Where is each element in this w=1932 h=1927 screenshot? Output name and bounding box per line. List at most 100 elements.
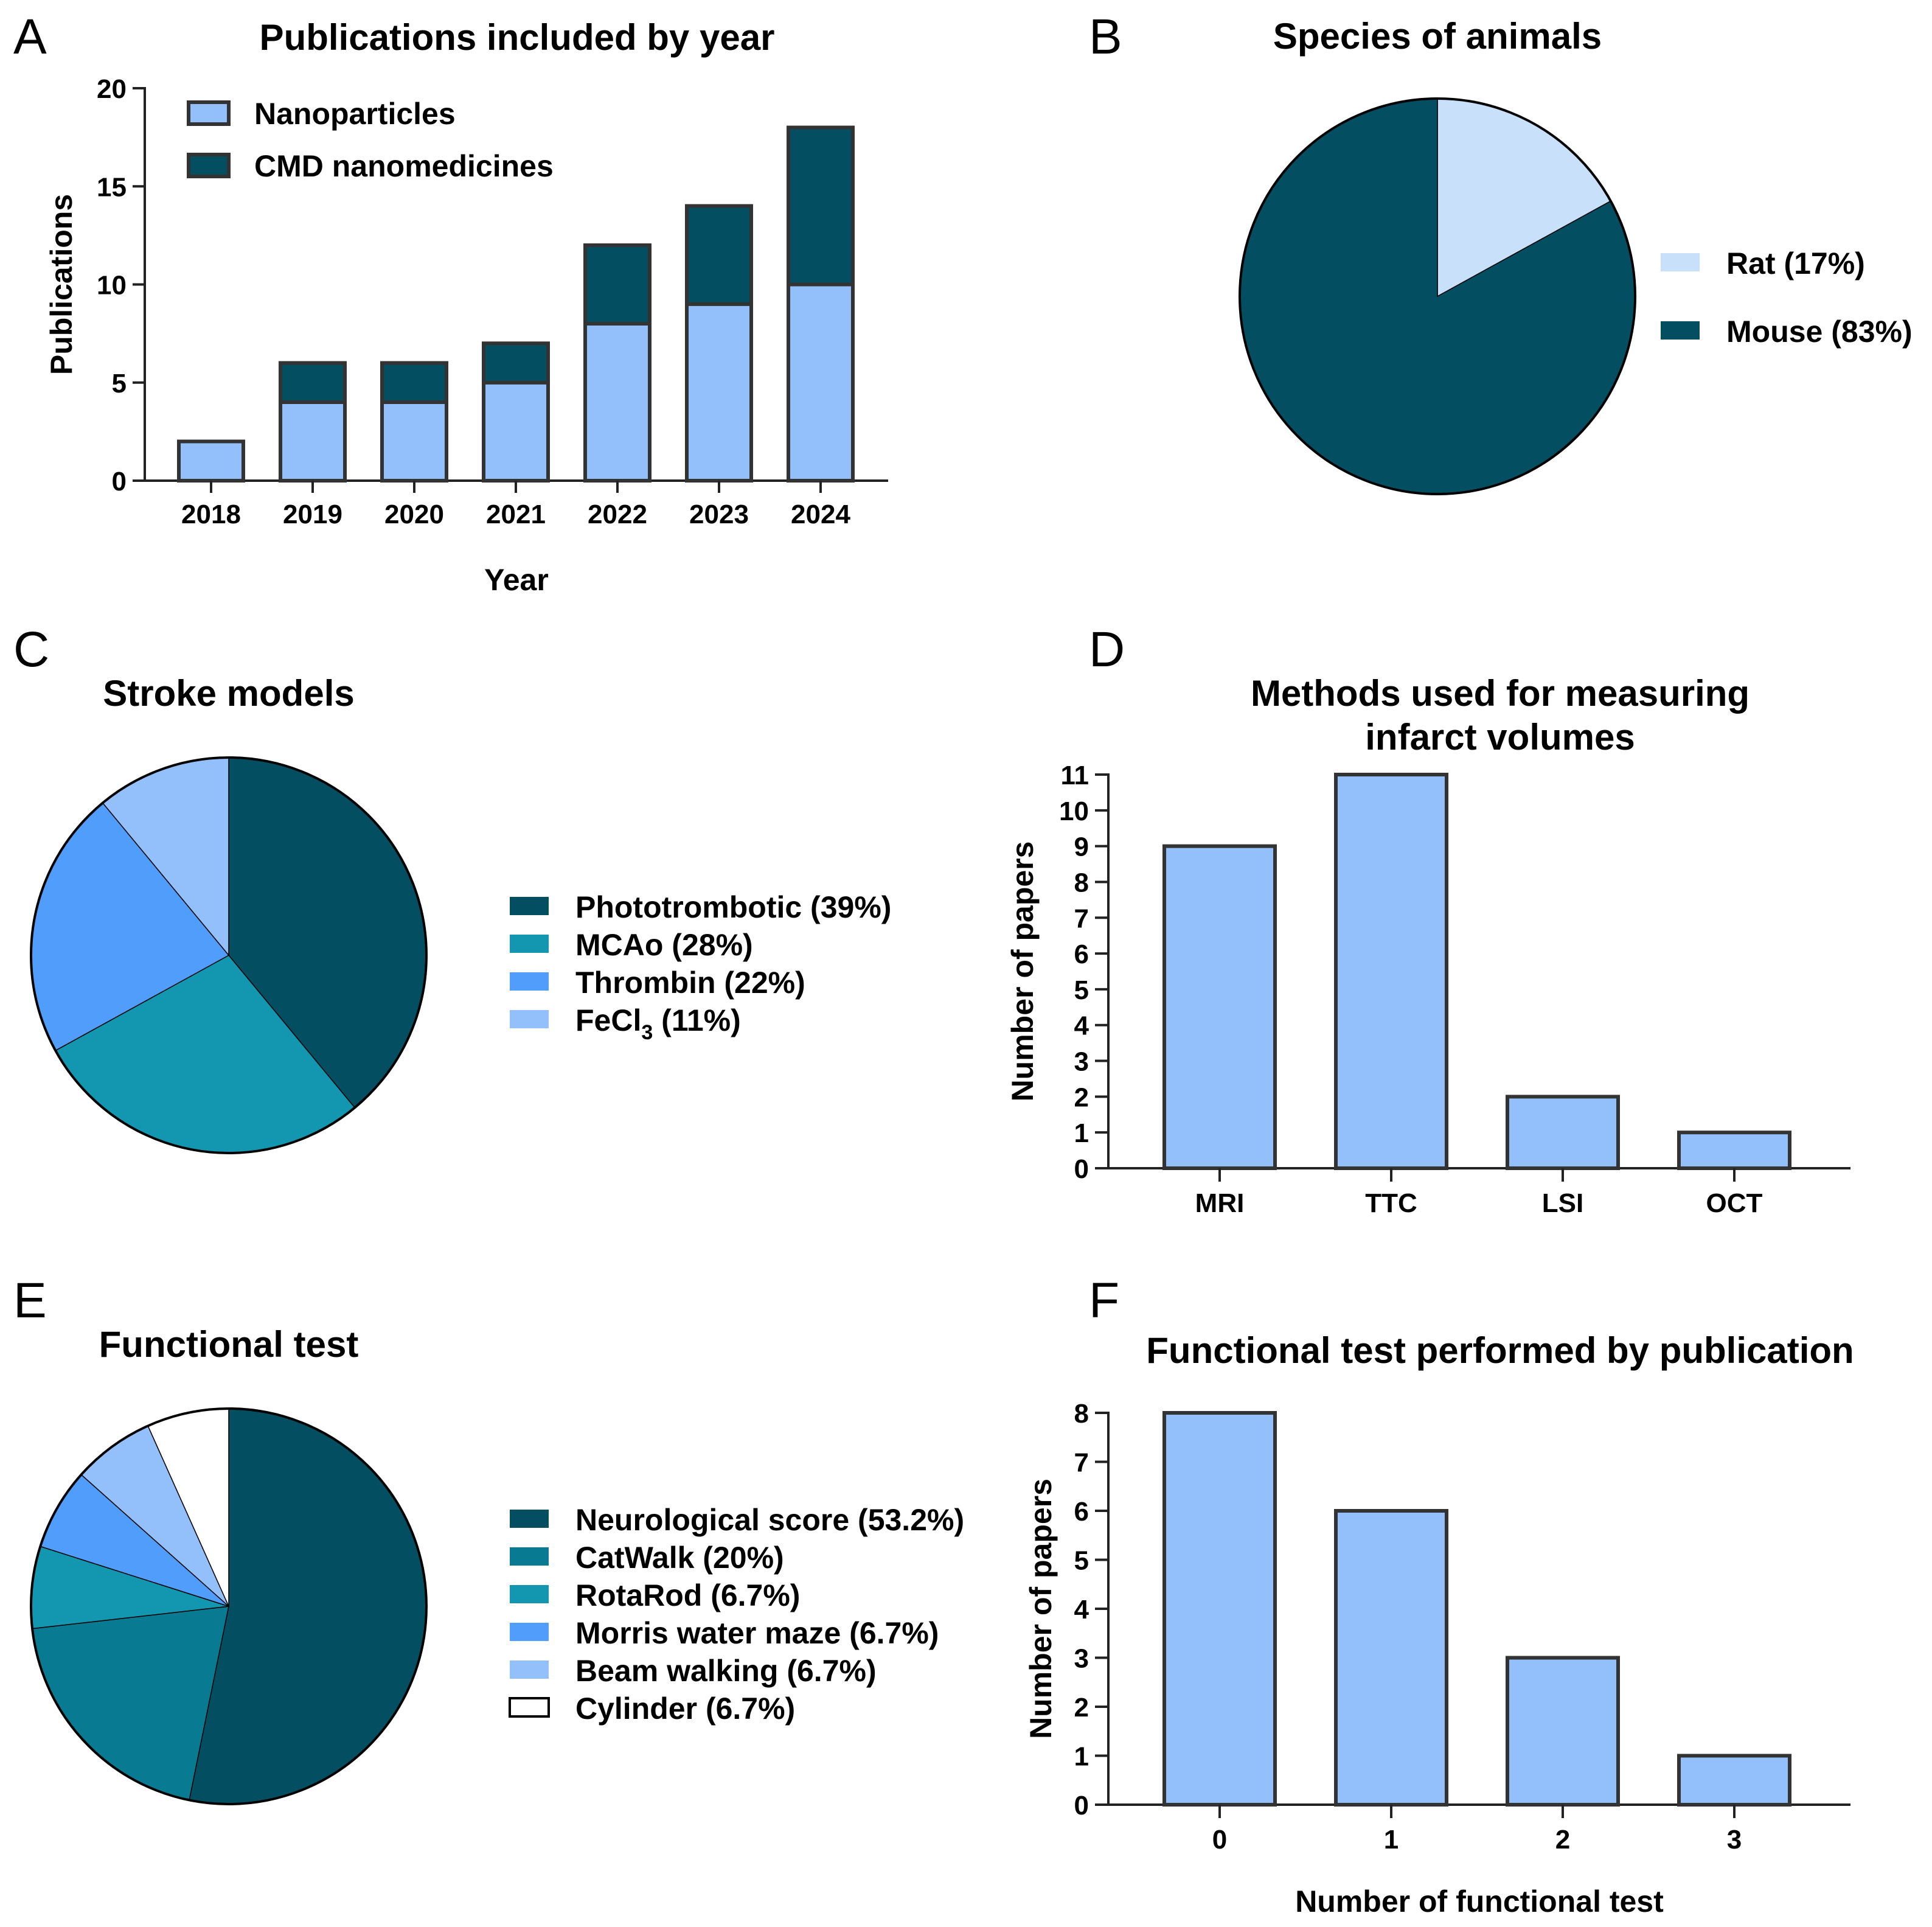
y-tick-label: 2 [1074, 1693, 1089, 1723]
y-tick-label: 4 [1074, 1595, 1089, 1625]
chart-e: Functional test Neurological score (53.2%… [30, 1324, 964, 1805]
legend-swatch-1 [510, 1547, 549, 1566]
chart-title: Publications included by year [260, 17, 775, 58]
legend-swatch-2 [510, 972, 549, 991]
y-axis-label: Number of papers [1024, 1479, 1058, 1739]
y-tick-label: 6 [1074, 1497, 1089, 1527]
x-tick-label: 2 [1555, 1825, 1570, 1855]
legend-swatch-0 [187, 100, 231, 126]
legend-swatch-0 [510, 1510, 549, 1528]
legend-label-0: Rat (17%) [1726, 246, 1865, 281]
legend-label-3: FeCl3 (11%) [575, 1003, 741, 1044]
chart-b: Species of animals Rat (17%) Mouse (83%) [1239, 16, 1913, 495]
x-tick-label: OCT [1706, 1188, 1763, 1218]
legend-label-0: Phototrombotic (39%) [575, 890, 891, 924]
legend-label-0: Nanoparticles [254, 97, 456, 131]
x-tick-label: MRI [1195, 1188, 1245, 1218]
y-tick-label: 2 [1074, 1082, 1089, 1112]
bar-1 [1334, 1509, 1448, 1807]
y-tick-label: 1 [1074, 1742, 1089, 1772]
y-tick-label: 20 [97, 74, 127, 104]
pie-outline [30, 1407, 428, 1805]
x-tick-label: 2018 [181, 500, 241, 529]
chart-a: Publications included by year 0 5 10 15 20 Pub… [44, 17, 888, 597]
bar-cmd-nanomedicines-2021 [482, 341, 550, 385]
x-tick-label: 0 [1212, 1825, 1227, 1855]
bar-nanoparticles-2020 [380, 400, 448, 483]
legend-label-4: Beam walking (6.7%) [575, 1654, 877, 1688]
y-tick-label: 7 [1074, 904, 1089, 933]
panel-letter-c: C [13, 622, 49, 677]
bar-lsi [1506, 1095, 1620, 1171]
x-tick-label: 2021 [486, 500, 546, 529]
legend-label-2: Thrombin (22%) [575, 966, 805, 1000]
x-axis-label: Number of functional test [1295, 1884, 1664, 1918]
bar-cmd-nanomedicines-2019 [279, 361, 347, 404]
x-tick-label: 2023 [689, 500, 749, 529]
y-tick-label: 15 [97, 172, 127, 202]
y-tick-label: 8 [1074, 1399, 1089, 1429]
y-tick-label: 5 [1074, 1546, 1089, 1576]
y-tick-label: 6 [1074, 939, 1089, 969]
y-tick-label: 10 [1059, 796, 1089, 826]
legend-label-1: MCAo (28%) [575, 928, 753, 962]
bar-cmd-nanomedicines-2020 [380, 361, 448, 404]
y-tick-label: 1 [1074, 1118, 1089, 1148]
bar-oct [1677, 1131, 1791, 1170]
y-tick-label: 9 [1074, 832, 1089, 862]
x-tick-label: 2020 [384, 500, 444, 529]
legend-swatch-0 [510, 897, 549, 915]
y-axis-label: Publications [44, 194, 78, 375]
x-tick-label: 1 [1384, 1825, 1399, 1855]
x-tick-label: 3 [1727, 1825, 1742, 1855]
panel-letter-d: D [1089, 622, 1125, 677]
panel-letter-a: A [13, 9, 47, 64]
bar-2 [1506, 1656, 1620, 1807]
y-tick-label: 0 [1074, 1154, 1089, 1184]
legend-label-2: RotaRod (6.7%) [575, 1578, 800, 1612]
legend-swatch-0 [1661, 253, 1700, 271]
legend-swatch-2 [510, 1585, 549, 1603]
pie-outline [1239, 97, 1636, 495]
y-tick-label: 0 [112, 467, 127, 497]
panel-letter-b: B [1089, 9, 1122, 64]
chart-title: Functional test performed by publication [1146, 1330, 1854, 1371]
chart-title: Functional test [99, 1324, 359, 1365]
x-axis-label: Year [484, 563, 549, 597]
legend-label-1: CMD nanomedicines [254, 149, 554, 183]
bar-3 [1677, 1754, 1791, 1807]
legend-swatch-3 [510, 1623, 549, 1641]
pie-outline [30, 756, 428, 1154]
y-tick-label: 10 [97, 271, 127, 301]
legend-label-0: Neurological score (53.2%) [575, 1503, 964, 1537]
y-tick-label: 3 [1074, 1047, 1089, 1077]
bar-mri [1162, 844, 1277, 1170]
bar-nanoparticles-2021 [482, 380, 550, 483]
y-tick-label: 5 [1074, 975, 1089, 1005]
legend-swatch-1 [510, 935, 549, 953]
bar-cmd-nanomedicines-2022 [583, 243, 652, 326]
legend-swatch-1 [1661, 321, 1700, 340]
y-tick-label: 0 [1074, 1791, 1089, 1821]
bar-cmd-nanomedicines-2024 [787, 125, 855, 287]
chart-f: Functional test performed by publication… [1024, 1330, 1854, 1918]
bar-cmd-nanomedicines-2023 [685, 204, 753, 306]
panel-letter-f: F [1089, 1273, 1119, 1328]
x-tick-label: 2024 [791, 500, 850, 529]
legend-swatch-4 [510, 1660, 549, 1679]
chart-title: Methods used for measuring [1251, 673, 1750, 714]
y-tick-label: 4 [1074, 1011, 1089, 1041]
legend-label-3: Morris water maze (6.7%) [575, 1616, 939, 1650]
chart-title: Stroke models [103, 673, 354, 714]
chart-c: Stroke models Phototrombotic (39%) MCAo (2… [30, 673, 891, 1154]
legend-label-1: Mouse (83%) [1726, 315, 1913, 349]
y-tick-label: 3 [1074, 1644, 1089, 1674]
y-tick-label: 11 [1060, 761, 1089, 790]
chart-title: Species of animals [1273, 16, 1602, 57]
bar-ttc [1334, 773, 1448, 1170]
x-tick-label: TTC [1365, 1188, 1417, 1218]
legend-swatch-1 [187, 153, 231, 178]
bar-0 [1162, 1411, 1277, 1807]
